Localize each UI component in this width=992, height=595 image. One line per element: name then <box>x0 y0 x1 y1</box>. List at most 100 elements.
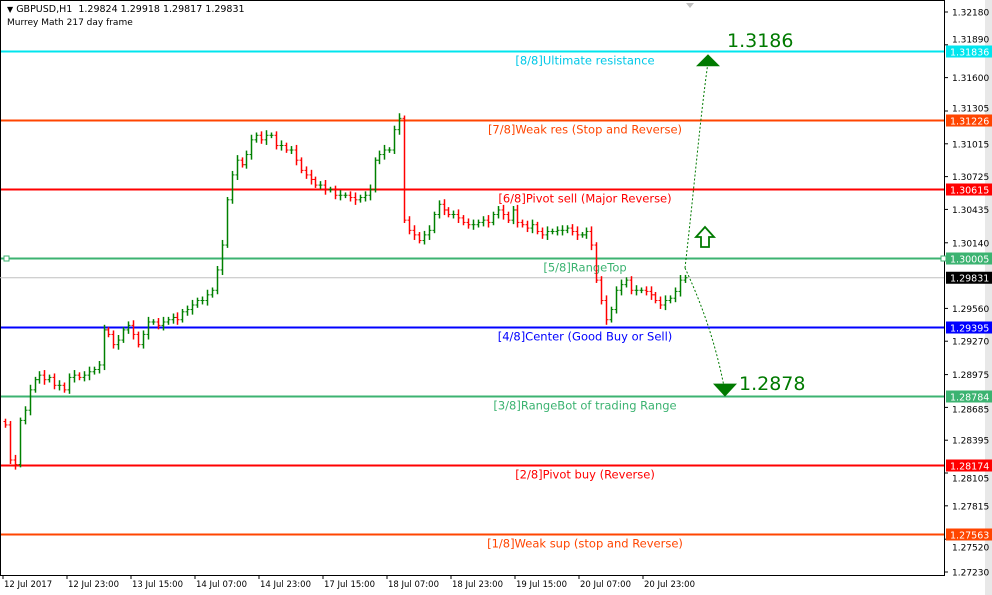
price-tag <box>946 321 992 334</box>
x-tick-label: 18 Jul 07:00 <box>388 580 439 590</box>
ohlc-bar <box>126 321 131 334</box>
ohlc-bar <box>294 144 299 166</box>
y-tick-label: 1.30140 <box>952 239 989 249</box>
y-tick-label: 1.27520 <box>952 544 989 554</box>
ohlc-bar <box>417 232 422 244</box>
y-tick-label: 1.30435 <box>952 206 989 216</box>
ohlc-bar <box>244 150 249 169</box>
y-tick-label: 1.30725 <box>952 173 989 183</box>
ohlc-bar <box>171 313 176 324</box>
ohlc-bar <box>249 134 254 160</box>
ohlc-bar <box>18 417 23 468</box>
ohlc-bar <box>215 265 220 295</box>
ohlc-bar <box>47 374 52 383</box>
ohlc-bar <box>392 125 397 154</box>
y-tick-label: 1.31890 <box>952 36 989 46</box>
ohlc-bar <box>486 215 491 228</box>
dropdown-triangle-icon[interactable]: ▼ <box>7 5 14 14</box>
ohlc-bar <box>136 331 141 348</box>
ohlc-bar <box>609 306 614 323</box>
ohlc-bar <box>427 225 432 240</box>
ohlc-bar <box>589 226 594 251</box>
ohlc-bar <box>121 327 126 343</box>
ohlc-bar <box>584 227 589 239</box>
ohlc-bar <box>313 176 318 188</box>
ohlc-bar <box>13 454 18 470</box>
ohlc-bar <box>166 316 171 325</box>
ohlc-bar <box>33 376 38 393</box>
ohlc-bar <box>57 380 62 391</box>
ohlc-bar <box>28 384 33 416</box>
ohlc-bar <box>23 406 28 425</box>
ohlc-bar <box>92 366 97 375</box>
ohlc-bar <box>673 287 678 303</box>
ohlc-bar <box>604 295 609 325</box>
ohlc-bar <box>456 209 461 223</box>
current-price-tag <box>946 271 992 284</box>
ohlc-bar <box>348 191 353 202</box>
ohlc-bar <box>407 216 412 235</box>
ohlc-bar <box>668 295 673 304</box>
x-tick-label: 12 Jul 23:00 <box>68 580 119 590</box>
ohlc-bar <box>437 200 442 219</box>
ohlc-bar <box>116 334 121 350</box>
ohlc-bar <box>3 418 8 428</box>
ohlc-bar <box>658 296 663 309</box>
ohlc-bar <box>560 225 565 236</box>
ohlc-bar <box>190 299 195 315</box>
ohlc-bar <box>663 295 668 311</box>
ohlc-bar <box>683 274 688 283</box>
ohlc-bar <box>491 211 496 226</box>
ohlc-bar <box>358 194 363 203</box>
ohlc-bar <box>323 180 328 195</box>
ohlc-bar <box>422 230 427 245</box>
ohlc-bar <box>87 366 92 381</box>
y-tick-label: 1.28105 <box>952 475 989 485</box>
price-tag-label: 1.31836 <box>950 48 989 59</box>
ohlc-bar <box>106 327 111 338</box>
ohlc-bar <box>363 191 368 202</box>
ohlc-bar <box>185 305 190 316</box>
ohlc-bar <box>432 211 437 234</box>
ohlc-bar <box>397 113 402 135</box>
target-down-triangle-icon <box>713 383 737 397</box>
ohlc-bar <box>624 277 629 288</box>
ohlc-bar <box>284 142 289 153</box>
ohlc-bar <box>195 297 200 308</box>
current-price-label: 1.29831 <box>950 274 989 285</box>
ohlc-bar <box>594 242 599 283</box>
ohlc-bar <box>506 211 511 223</box>
ohlc-bar <box>382 144 387 160</box>
ohlc-bar <box>530 219 535 234</box>
price-tag-label: 1.30615 <box>950 186 989 197</box>
ohlc-bar <box>515 204 520 228</box>
ohlc-bar <box>466 218 471 229</box>
y-tick-label: 1.29270 <box>952 338 989 348</box>
y-tick-label: 1.27815 <box>952 502 989 512</box>
ohlc-bar <box>146 316 151 340</box>
price-tag <box>946 252 992 265</box>
ohlc-bar <box>550 228 555 235</box>
ohlc-bar <box>102 324 107 371</box>
ohlc-bar <box>446 207 451 218</box>
projection-down-path <box>684 267 725 387</box>
y-tick-label: 1.28395 <box>952 437 989 447</box>
ohlc-bar <box>373 157 378 193</box>
ohlc-bar <box>235 155 240 180</box>
ohlc-bar <box>279 140 284 151</box>
ohlc-bar <box>338 190 343 201</box>
ohlc-bar <box>77 372 82 381</box>
ohlc-bar <box>230 170 235 204</box>
ohlc-bar <box>156 318 161 330</box>
ohlc-bar <box>511 206 516 225</box>
ohlc-bar <box>240 157 245 168</box>
price-tag-label: 1.30005 <box>950 255 989 266</box>
ohlc-bar <box>525 220 530 233</box>
ohlc-bar <box>368 184 373 201</box>
ohlc-bar <box>377 150 382 165</box>
plot-frame <box>0 0 945 576</box>
price-tag-label: 1.31226 <box>950 117 989 128</box>
chart-header: ▼ GBPUSD,H1 1.29824 1.29918 1.29817 1.29… <box>7 4 245 15</box>
x-tick-label: 14 Jul 07:00 <box>196 580 247 590</box>
